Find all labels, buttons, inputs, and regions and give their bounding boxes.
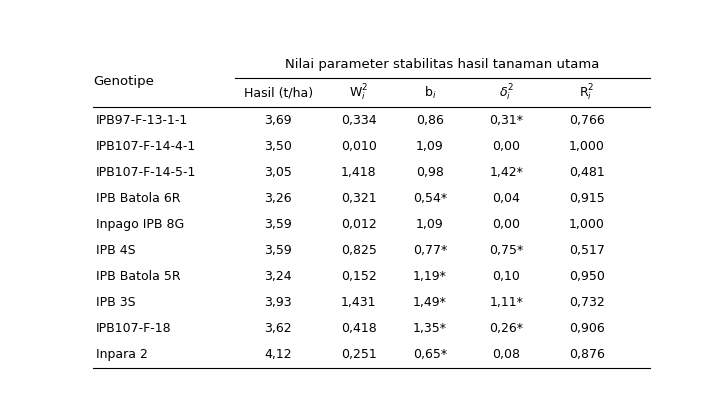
Text: 0,251: 0,251	[341, 348, 377, 361]
Text: W$_i^2$: W$_i^2$	[349, 83, 369, 103]
Text: 0,418: 0,418	[341, 322, 377, 335]
Text: 0,517: 0,517	[569, 244, 605, 257]
Text: Hasil (t/ha): Hasil (t/ha)	[244, 86, 313, 99]
Text: IPB 4S: IPB 4S	[96, 244, 136, 257]
Text: 0,04: 0,04	[492, 192, 521, 205]
Text: 0,915: 0,915	[569, 192, 605, 205]
Text: 0,876: 0,876	[569, 348, 605, 361]
Text: 0,77*: 0,77*	[413, 244, 447, 257]
Text: IPB107-F-18: IPB107-F-18	[96, 322, 171, 335]
Text: IPB107-F-14-4-1: IPB107-F-14-4-1	[96, 140, 196, 153]
Text: 0,481: 0,481	[569, 166, 605, 179]
Text: 4,12: 4,12	[265, 348, 292, 361]
Text: 0,950: 0,950	[569, 270, 605, 283]
Text: IPB 3S: IPB 3S	[96, 296, 136, 309]
Text: 3,59: 3,59	[265, 244, 292, 257]
Text: 0,65*: 0,65*	[413, 348, 447, 361]
Text: Genotipe: Genotipe	[93, 76, 154, 89]
Text: 1,42*: 1,42*	[489, 166, 523, 179]
Text: IPB107-F-14-5-1: IPB107-F-14-5-1	[96, 166, 197, 179]
Text: 1,35*: 1,35*	[413, 322, 447, 335]
Text: 1,11*: 1,11*	[489, 296, 523, 309]
Text: 0,31*: 0,31*	[489, 114, 523, 127]
Text: 3,93: 3,93	[265, 296, 292, 309]
Text: 0,75*: 0,75*	[489, 244, 523, 257]
Text: Inpago IPB 8G: Inpago IPB 8G	[96, 218, 184, 231]
Text: IPB Batola 5R: IPB Batola 5R	[96, 270, 181, 283]
Text: 0,86: 0,86	[416, 114, 444, 127]
Text: 0,00: 0,00	[492, 218, 521, 231]
Text: 3,62: 3,62	[265, 322, 292, 335]
Text: 1,09: 1,09	[416, 218, 444, 231]
Text: 0,010: 0,010	[341, 140, 377, 153]
Text: 0,08: 0,08	[492, 348, 521, 361]
Text: 3,50: 3,50	[264, 140, 292, 153]
Text: 3,59: 3,59	[265, 218, 292, 231]
Text: 1,000: 1,000	[569, 218, 605, 231]
Text: R$_i^2$: R$_i^2$	[579, 83, 595, 103]
Text: 0,825: 0,825	[341, 244, 377, 257]
Text: 1,49*: 1,49*	[413, 296, 447, 309]
Text: 0,152: 0,152	[341, 270, 377, 283]
Text: $\delta_i^2$: $\delta_i^2$	[499, 83, 514, 103]
Text: 1,19*: 1,19*	[413, 270, 447, 283]
Text: 0,321: 0,321	[341, 192, 377, 205]
Text: 0,00: 0,00	[492, 140, 521, 153]
Text: Nilai parameter stabilitas hasil tanaman utama: Nilai parameter stabilitas hasil tanaman…	[285, 58, 599, 71]
Text: Inpara 2: Inpara 2	[96, 348, 147, 361]
Text: 0,54*: 0,54*	[413, 192, 447, 205]
Text: 0,98: 0,98	[416, 166, 444, 179]
Text: 3,05: 3,05	[264, 166, 292, 179]
Text: 3,24: 3,24	[265, 270, 292, 283]
Text: 0,906: 0,906	[569, 322, 605, 335]
Text: 1,000: 1,000	[569, 140, 605, 153]
Text: 0,334: 0,334	[341, 114, 377, 127]
Text: 0,012: 0,012	[341, 218, 377, 231]
Text: 1,418: 1,418	[341, 166, 377, 179]
Text: IPB Batola 6R: IPB Batola 6R	[96, 192, 181, 205]
Text: 3,69: 3,69	[265, 114, 292, 127]
Text: 0,10: 0,10	[492, 270, 521, 283]
Text: b$_i$: b$_i$	[424, 85, 436, 101]
Text: 0,732: 0,732	[569, 296, 605, 309]
Text: 0,26*: 0,26*	[489, 322, 523, 335]
Text: 0,766: 0,766	[569, 114, 605, 127]
Text: IPB97-F-13-1-1: IPB97-F-13-1-1	[96, 114, 188, 127]
Text: 1,09: 1,09	[416, 140, 444, 153]
Text: 1,431: 1,431	[341, 296, 377, 309]
Text: 3,26: 3,26	[265, 192, 292, 205]
